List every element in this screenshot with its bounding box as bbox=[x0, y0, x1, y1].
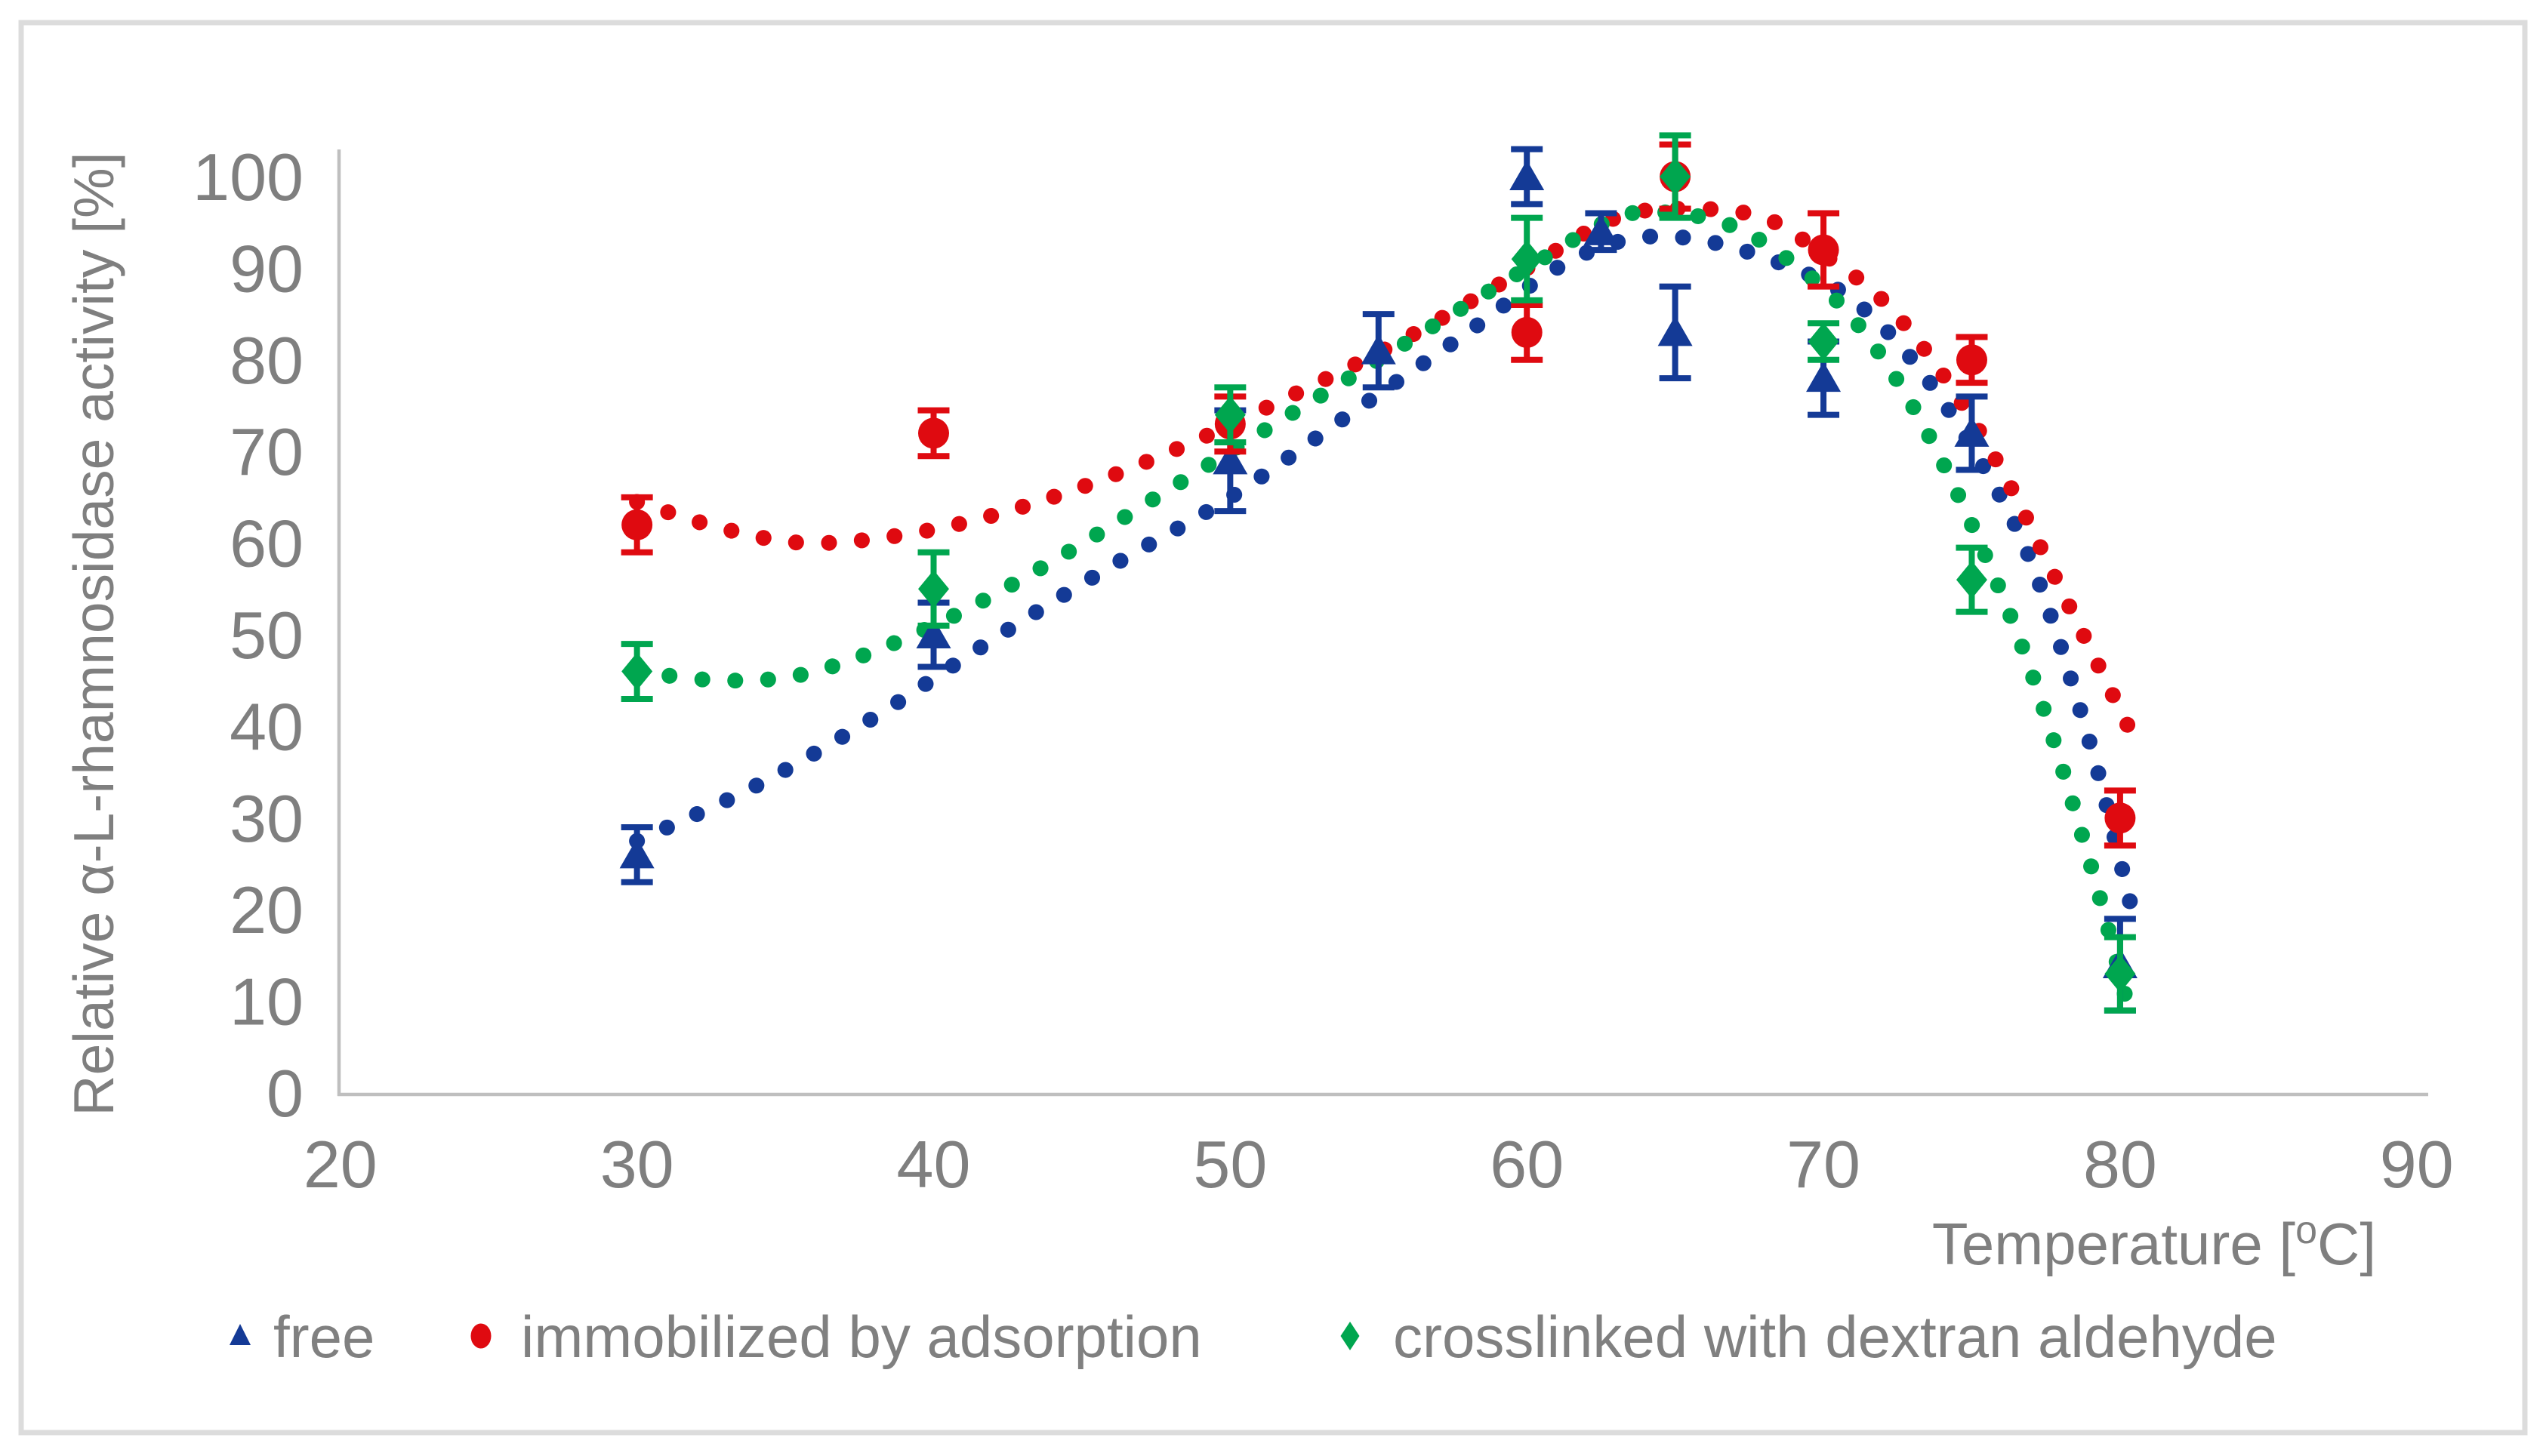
x-tick-label: 70 bbox=[1786, 1127, 1860, 1202]
data-point-circle bbox=[918, 417, 949, 449]
data-point-triangle bbox=[1954, 416, 1990, 447]
figure-border bbox=[18, 20, 2528, 1436]
x-axis-title-superscript: o bbox=[2295, 1208, 2317, 1252]
x-tick-label: 40 bbox=[897, 1127, 971, 1202]
data-point-triangle bbox=[1583, 214, 1619, 245]
y-tick-label: 80 bbox=[230, 323, 304, 398]
trendline-circle bbox=[629, 200, 2143, 749]
data-point-diamond bbox=[1214, 396, 1246, 434]
data-point-circle bbox=[1511, 316, 1543, 348]
data-point-triangle bbox=[916, 618, 951, 648]
data-point-triangle bbox=[1361, 334, 1396, 365]
legend-item-circle: immobilized by adsorption bbox=[470, 1304, 1202, 1370]
x-axis-title: Temperature [oC] bbox=[1932, 1208, 2376, 1277]
trendline-triangle bbox=[629, 228, 2141, 918]
data-point-diamond bbox=[918, 570, 949, 608]
data-point-circle bbox=[1956, 344, 1987, 376]
data-point-circle bbox=[2104, 802, 2136, 834]
y-tick-label: 0 bbox=[267, 1056, 304, 1131]
y-tick-label: 30 bbox=[230, 781, 304, 856]
legend: free immobilized by adsorption crosslinked… bbox=[230, 1304, 2277, 1370]
legend-circle-icon bbox=[470, 1323, 492, 1349]
legend-triangle-icon bbox=[230, 1324, 251, 1345]
y-axis-title: Relative α-L-rhamnosidase activity [%] bbox=[62, 152, 125, 1116]
legend-label: crosslinked with dextran aldehyde bbox=[1393, 1304, 2277, 1370]
x-axis-title-end: C] bbox=[2317, 1211, 2376, 1277]
y-tick-label: 40 bbox=[230, 689, 304, 764]
x-tick-label: 60 bbox=[1490, 1127, 1564, 1202]
data-point-triangle bbox=[1213, 444, 1248, 475]
legend-item-triangle: free bbox=[230, 1304, 375, 1370]
x-axis-title-main: Temperature [ bbox=[1932, 1211, 2296, 1277]
series-diamond bbox=[621, 132, 2136, 1014]
y-tick-label: 20 bbox=[230, 873, 304, 947]
legend-diamond-icon bbox=[1340, 1322, 1360, 1350]
y-tick-label: 10 bbox=[230, 965, 304, 1039]
y-tick-label: 60 bbox=[230, 506, 304, 581]
data-point-diamond bbox=[1511, 240, 1543, 279]
legend-item-diamond: crosslinked with dextran aldehyde bbox=[1340, 1304, 2277, 1370]
y-tick-label: 90 bbox=[230, 231, 304, 306]
x-tick-label: 50 bbox=[1193, 1127, 1267, 1202]
data-point-diamond bbox=[1808, 322, 1839, 361]
x-tick-label: 80 bbox=[2083, 1127, 2157, 1202]
y-tick-label: 50 bbox=[230, 598, 304, 673]
data-point-diamond bbox=[621, 652, 653, 691]
data-point-diamond bbox=[1660, 158, 1691, 195]
legend-label: immobilized by adsorption bbox=[521, 1304, 1202, 1370]
data-point-triangle bbox=[1806, 362, 1842, 392]
data-point-diamond bbox=[2104, 955, 2136, 993]
series-circle bbox=[621, 141, 2136, 849]
x-tick-label: 90 bbox=[2380, 1127, 2454, 1202]
data-point-circle bbox=[1808, 234, 1839, 266]
x-tick-label: 20 bbox=[304, 1127, 378, 1202]
data-point-triangle bbox=[619, 838, 655, 869]
y-tick-label: 70 bbox=[230, 414, 304, 489]
y-tick-label: 100 bbox=[193, 140, 304, 214]
data-point-triangle bbox=[1657, 316, 1693, 346]
x-tick-label: 30 bbox=[600, 1127, 674, 1202]
data-point-triangle bbox=[1509, 160, 1545, 190]
data-point-circle bbox=[621, 509, 653, 540]
legend-label: free bbox=[273, 1304, 375, 1370]
trendline-diamond bbox=[629, 203, 2138, 1019]
data-point-diamond bbox=[1956, 561, 1987, 599]
